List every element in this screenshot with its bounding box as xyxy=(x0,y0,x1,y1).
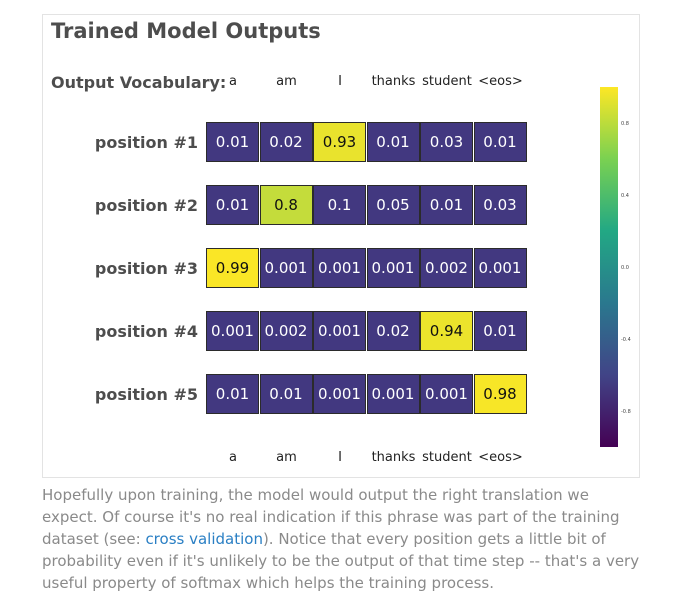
vocab-bottom-token: am xyxy=(276,450,297,465)
probability-cell: 0.93 xyxy=(313,122,366,162)
vocab-bottom-token: I xyxy=(338,450,342,465)
colorbar-tick-label: -0.8 xyxy=(621,409,631,415)
colorbar-tick-label: 0.0 xyxy=(621,265,629,271)
vocab-bottom-token: student xyxy=(422,450,472,465)
probability-cell: 0.99 xyxy=(206,248,259,288)
probability-cell: 0.03 xyxy=(473,185,527,225)
probability-cell: 0.02 xyxy=(259,122,313,162)
probability-cell: 0.01 xyxy=(473,311,527,351)
probability-cell: 0.05 xyxy=(366,185,420,225)
probability-cell: 0.98 xyxy=(473,374,527,414)
colorbar-tick-label: 0.8 xyxy=(621,121,629,127)
vocab-top-token: thanks xyxy=(371,74,416,89)
vocab-bottom-token: <eos> xyxy=(478,450,523,465)
probability-cell: 0.01 xyxy=(206,185,259,225)
probability-cell: 0.8 xyxy=(259,185,313,225)
probability-cell: 0.001 xyxy=(313,374,366,414)
probability-cell: 0.001 xyxy=(366,374,420,414)
probability-cell: 0.01 xyxy=(473,122,527,162)
probability-cell: 0.94 xyxy=(420,311,473,351)
probability-cell: 0.01 xyxy=(206,122,259,162)
probability-cell: 0.01 xyxy=(206,374,259,414)
colorbar-tick-label: 0.4 xyxy=(621,193,629,199)
probability-cell: 0.002 xyxy=(259,311,313,351)
colorbar xyxy=(600,87,618,447)
vocab-top-token: <eos> xyxy=(478,74,523,89)
vocab-top-token: a xyxy=(229,74,237,89)
probability-cell: 0.001 xyxy=(313,311,366,351)
position-label: position #3 xyxy=(94,259,198,278)
position-label: position #1 xyxy=(94,133,198,152)
caption-paragraph: Hopefully upon training, the model would… xyxy=(42,484,640,594)
caption-text-1: Hopefully upon training, the model would… xyxy=(42,486,620,548)
output-heatmap-figure: Trained Model Outputs Output Vocabulary:… xyxy=(42,14,640,478)
vocab-bottom-token: thanks xyxy=(371,450,416,465)
vocab-bottom-token: a xyxy=(229,450,237,465)
position-label: position #4 xyxy=(94,322,198,341)
position-label: position #2 xyxy=(94,196,198,215)
probability-cell: 0.001 xyxy=(206,311,259,351)
probability-cell: 0.001 xyxy=(473,248,527,288)
cross-validation-link[interactable]: cross validation xyxy=(145,530,263,548)
vocab-top-token: I xyxy=(338,74,342,89)
probability-cell: 0.01 xyxy=(420,185,473,225)
probability-cell: 0.03 xyxy=(420,122,473,162)
vocab-top-token: am xyxy=(276,74,297,89)
caption-text-2: ). Notice that every position gets a lit… xyxy=(42,530,640,592)
probability-cell: 0.01 xyxy=(366,122,420,162)
probability-cell: 0.001 xyxy=(366,248,420,288)
vocab-top-token: student xyxy=(422,74,472,89)
probability-cell: 0.01 xyxy=(259,374,313,414)
probability-cell: 0.001 xyxy=(259,248,313,288)
probability-cell: 0.02 xyxy=(366,311,420,351)
probability-cell: 0.001 xyxy=(420,374,473,414)
vocab-label: Output Vocabulary: xyxy=(51,73,227,92)
probability-cell: 0.002 xyxy=(420,248,473,288)
colorbar-tick-label: -0.4 xyxy=(621,337,631,343)
probability-cell: 0.1 xyxy=(313,185,366,225)
position-label: position #5 xyxy=(94,385,198,404)
probability-cell: 0.001 xyxy=(313,248,366,288)
figure-title: Trained Model Outputs xyxy=(51,19,321,43)
